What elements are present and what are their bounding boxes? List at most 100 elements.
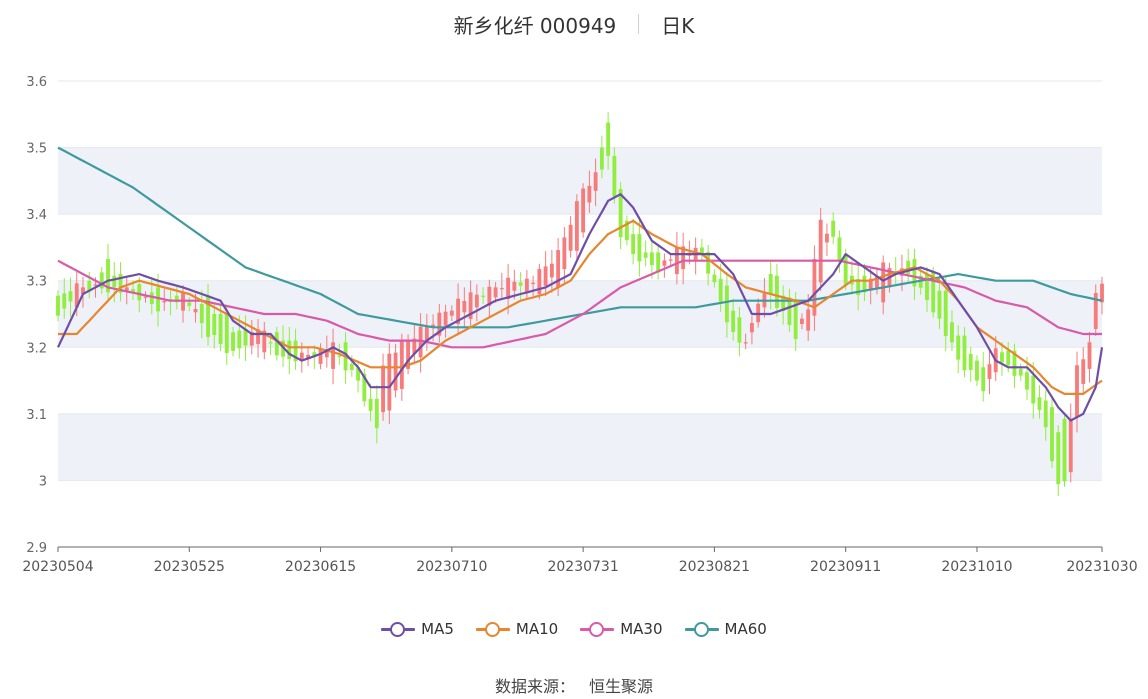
candle-body [212, 314, 217, 335]
candle-body [506, 277, 511, 300]
legend-item-ma30[interactable]: MA30 [580, 620, 663, 638]
x-tick-label: 20230615 [285, 559, 356, 575]
candle-body [268, 342, 273, 344]
candle-body [174, 295, 179, 303]
candle-body [656, 252, 661, 273]
candle-body [793, 299, 798, 339]
candle-body [393, 352, 398, 391]
candle-body [1025, 372, 1029, 390]
candle-body [149, 292, 154, 305]
candle-body [931, 272, 936, 313]
candle-body [106, 259, 110, 293]
candle-body [781, 295, 786, 312]
candle-body [468, 292, 473, 319]
legend-item-ma60[interactable]: MA60 [684, 620, 767, 638]
candle-body [131, 289, 135, 294]
candle-body [593, 172, 598, 191]
candle-body [412, 338, 417, 354]
candle-body [1056, 432, 1061, 485]
candle-body [156, 287, 160, 312]
y-tick-label: 3.3 [26, 275, 47, 290]
candle-body [293, 340, 298, 362]
candle-body [306, 354, 310, 359]
candle-body [956, 335, 961, 360]
grid-band [58, 147, 1102, 215]
candle-body [262, 330, 267, 353]
candle-body [531, 282, 536, 285]
candle-body [574, 201, 579, 251]
candle-body [768, 274, 773, 295]
candle-body [718, 279, 723, 302]
candle-body [962, 335, 967, 371]
candle-body [662, 260, 667, 266]
chart-title-bar: 新乡化纤 000949 日K [0, 8, 1148, 40]
chart-title: 新乡化纤 000949 [453, 13, 617, 38]
candle-body [1050, 407, 1054, 462]
candle-body [699, 247, 704, 255]
candle-body [118, 274, 123, 293]
y-tick-label: 3.1 [26, 408, 47, 423]
candle-body [806, 309, 811, 331]
candle-body [724, 285, 729, 323]
candle-body [831, 220, 836, 237]
candle-body [862, 275, 867, 293]
candle-body [925, 274, 929, 301]
candle-body [649, 252, 654, 266]
candle-body [87, 280, 92, 292]
candle-body [943, 290, 948, 336]
candle-body [968, 353, 973, 370]
period-tab[interactable]: 日K [661, 13, 695, 38]
candle-body [387, 353, 392, 411]
ma30-legend-icon [580, 622, 615, 637]
candle-body [362, 373, 367, 402]
candle-body [1093, 293, 1098, 329]
candle-body [1006, 350, 1011, 366]
candle-body [587, 185, 592, 203]
candle-body [1100, 283, 1104, 303]
legend-label-ma30: MA30 [620, 620, 663, 638]
legend-label-ma60: MA60 [724, 620, 767, 638]
legend-item-ma5[interactable]: MA5 [381, 620, 454, 638]
y-tick-label: 2.9 [26, 541, 47, 556]
candle-body [199, 304, 204, 323]
candle-body [124, 287, 129, 291]
candle-body [331, 342, 335, 369]
candle-body [112, 275, 117, 288]
candle-body [487, 286, 492, 306]
candle-body [274, 332, 279, 356]
candle-body [912, 259, 917, 287]
candle-body [975, 360, 979, 381]
candle-body [875, 276, 879, 288]
candle-body [456, 298, 461, 324]
ma5-legend-icon [381, 622, 416, 637]
legend-item-ma10[interactable]: MA10 [475, 620, 558, 638]
candle-body [981, 367, 986, 392]
candle-body [837, 237, 842, 261]
candle-body [568, 224, 573, 251]
candle-body [1081, 359, 1086, 384]
candle-body [737, 317, 742, 343]
candle-body [474, 294, 479, 308]
y-tick-label: 3 [39, 474, 47, 489]
source-label: 数据来源： [494, 677, 575, 696]
candle-body [56, 295, 60, 316]
candle-body [731, 310, 736, 332]
candle-body [499, 288, 504, 290]
candle-body [1037, 397, 1042, 410]
candle-body [431, 324, 436, 328]
x-tick-label: 20230525 [154, 559, 225, 575]
candle-body [881, 262, 886, 303]
x-tick-label: 20230731 [547, 559, 618, 575]
candle-body [706, 251, 711, 274]
candle-body [937, 290, 942, 319]
candle-body [243, 328, 248, 346]
candle-body [518, 282, 523, 286]
candle-body [143, 296, 148, 298]
candle-body [62, 293, 67, 309]
candle-body [481, 295, 486, 298]
candle-body [624, 220, 629, 241]
candle-body [787, 297, 792, 325]
candle-body [99, 272, 104, 289]
y-tick-label: 3.5 [26, 142, 47, 157]
